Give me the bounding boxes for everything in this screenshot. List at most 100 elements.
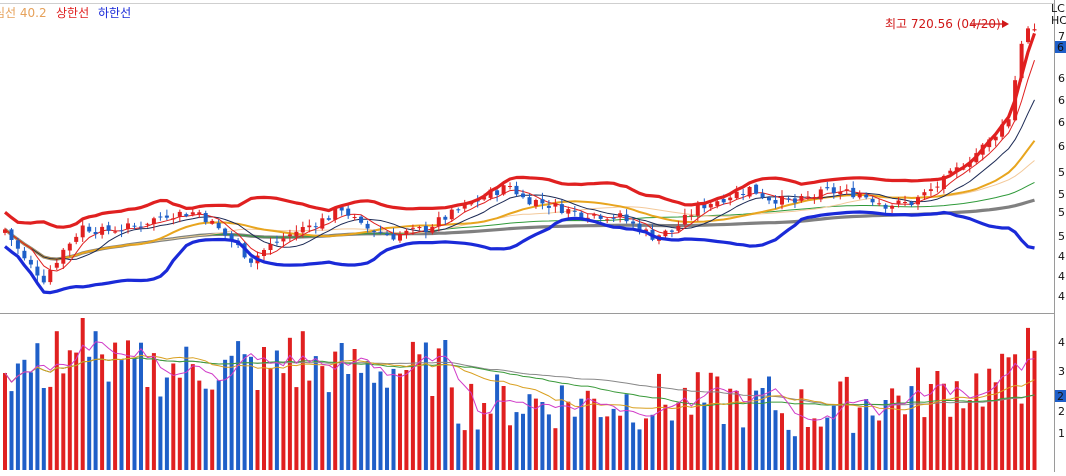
volume-bar [702, 402, 707, 470]
candle-up [1006, 119, 1011, 127]
volume-bar [385, 387, 389, 470]
volume-bar [48, 386, 53, 470]
candle-up [928, 189, 933, 191]
volume-bar [559, 385, 564, 470]
volume-bar [851, 432, 856, 470]
volume-bar [987, 368, 992, 470]
candle-up [300, 227, 305, 233]
volume-bar [436, 348, 441, 470]
volume-bar [618, 415, 623, 470]
candle-up [935, 186, 940, 188]
price-tick-label: 4 [1058, 290, 1065, 303]
volume-bar [281, 373, 286, 470]
candle-up [566, 209, 571, 214]
candle-up [896, 200, 901, 204]
volume-bar [365, 360, 370, 470]
candle-down [158, 216, 163, 218]
candle-down [702, 202, 707, 209]
volume-bar [74, 352, 79, 470]
candle-down [572, 210, 577, 212]
candle-down [559, 204, 564, 213]
candle-up [48, 270, 53, 283]
volume-bar [236, 341, 241, 470]
volume-bar [119, 360, 124, 470]
volume-bar [313, 356, 318, 470]
current-price-marker-text: 6 [1057, 41, 1064, 54]
volume-bar [423, 342, 428, 470]
volume-bar [242, 354, 247, 470]
candle-down [637, 223, 642, 233]
volume-bar [799, 389, 804, 470]
volume-bar [197, 380, 202, 470]
candle-down [495, 190, 500, 195]
candle-up [877, 203, 882, 205]
volume-bar [346, 374, 351, 470]
candle-up [430, 226, 435, 233]
volume-bar [87, 356, 92, 470]
candle-up [922, 192, 927, 196]
candle-up [1019, 43, 1024, 79]
volume-bar [533, 398, 538, 470]
corner-tag: HC [1051, 14, 1066, 27]
legend: 심선 40.2 상한선 하한선 [0, 6, 131, 20]
candle-down [223, 228, 228, 236]
volume-bar [1032, 350, 1037, 470]
candle-up [644, 229, 648, 232]
volume-bar [359, 372, 364, 470]
price-tick-label: 7 [1058, 30, 1065, 43]
volume-bar [100, 354, 105, 470]
volume-bar [611, 408, 616, 470]
volume-bar [262, 347, 266, 470]
volume-bar [229, 355, 234, 470]
candle-up [210, 220, 215, 224]
volume-bar [449, 387, 454, 470]
candle-down [443, 216, 448, 220]
volume-bar [566, 401, 571, 470]
candle-up [663, 230, 668, 237]
candle-down [313, 226, 318, 228]
candle-up [501, 185, 506, 195]
volume-bar [54, 331, 59, 470]
candle-down [139, 226, 143, 228]
volume-bar [35, 343, 40, 470]
lower-band-line [3, 210, 1035, 295]
candle-up [80, 225, 85, 238]
volume-bar [482, 403, 487, 470]
volume-bar [857, 407, 862, 470]
volume-bar [572, 416, 577, 470]
volume-bar [61, 373, 66, 470]
volume-bar [22, 359, 27, 470]
candle-down [514, 185, 519, 195]
volume-bar [3, 373, 7, 470]
candle-up [449, 209, 454, 220]
candle-down [598, 215, 603, 219]
volume-bar [462, 430, 467, 470]
volume-bar [896, 395, 901, 470]
candle-up [352, 217, 357, 218]
volume-bar [326, 392, 331, 470]
price-tick-label: 6 [1058, 94, 1065, 107]
volume-bar [514, 412, 519, 470]
candle-down [184, 214, 189, 217]
volume-bar [637, 429, 642, 470]
candle-down [611, 217, 616, 219]
candle-down [546, 205, 551, 208]
volume-bar [521, 413, 525, 470]
candle-up [780, 196, 784, 205]
candle-up [436, 217, 441, 227]
candle-up [74, 236, 79, 242]
volume-bar [391, 368, 396, 470]
candle-up [844, 189, 849, 191]
volume-bar [300, 331, 305, 470]
candle-up [533, 200, 538, 207]
volume-bar [67, 350, 72, 470]
volume-bar [171, 363, 176, 470]
volume-bar [838, 381, 843, 470]
candle-up [941, 175, 946, 189]
volume-bar [605, 416, 610, 470]
candle-down [87, 226, 92, 232]
candle-up [948, 170, 953, 174]
price-tick-label: 4 [1058, 270, 1065, 283]
volume-bar [553, 428, 558, 470]
candle-up [838, 191, 843, 195]
